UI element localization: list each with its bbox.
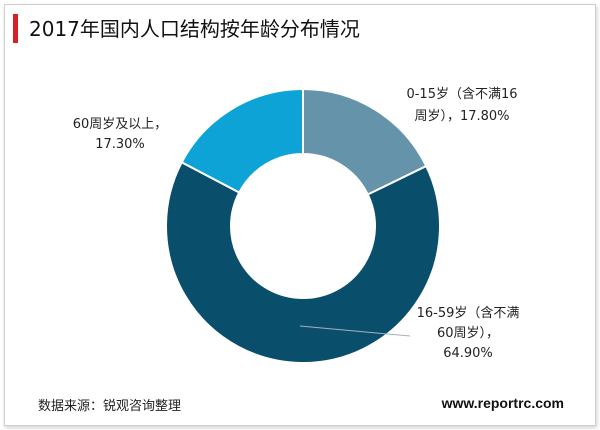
slice-label-3: 60周岁及以上， 17.30% — [73, 117, 168, 152]
website-url: www.reportrc.com — [441, 395, 564, 411]
data-source-note: 数据来源：锐观咨询整理 — [38, 399, 182, 414]
chart-title: 2017年国内人口结构按年龄分布情况 — [29, 17, 360, 41]
donut-slice-3 — [180, 87, 304, 194]
leader-line-slice-2 — [299, 325, 411, 337]
donut-slice-2 — [165, 160, 441, 364]
title-accent-bar — [13, 14, 18, 43]
slice-label-1: 0-15岁（含不满16 周岁），17.80% — [406, 86, 517, 124]
slice-label-2: 16-59岁（含不满 60周岁）， 64.90% — [417, 305, 520, 361]
